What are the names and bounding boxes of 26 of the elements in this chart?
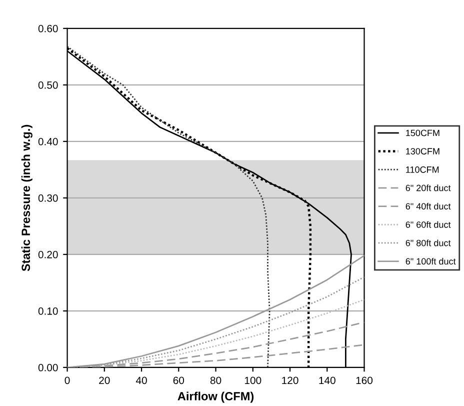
- x-tick-label: 0: [64, 376, 70, 384]
- y-tick-label: 0.40: [38, 138, 58, 146]
- y-tick-label: 0.50: [38, 81, 58, 89]
- x-tick-label: 80: [210, 376, 222, 384]
- x-tick-label: 140: [319, 376, 336, 384]
- y-tick-label: 0.10: [38, 307, 58, 315]
- x-tick-label: 120: [282, 376, 298, 384]
- legend-label: 6" 40ft duct: [406, 202, 451, 210]
- legend-label: 150CFM: [406, 130, 440, 136]
- x-tick-label: 60: [173, 376, 184, 384]
- x-tick-label: 160: [356, 376, 373, 384]
- y-tick-label: 0.00: [38, 364, 58, 372]
- legend-label: 6" 60ft duct: [406, 221, 451, 228]
- legend-label: 6" 80ft duct: [406, 240, 451, 246]
- y-tick-label: 0.30: [38, 194, 58, 202]
- legend-label: 110CFM: [406, 166, 439, 173]
- y-tick-label: 0.20: [38, 250, 58, 258]
- x-tick-label: 40: [136, 376, 147, 384]
- x-axis-title: Airflow (CFM): [178, 392, 254, 403]
- y-axis-title: Static Pressure (inch w.g.): [21, 124, 32, 272]
- legend-label: 6" 20ft duct: [406, 184, 451, 192]
- y-tick-label: 0.60: [38, 24, 58, 32]
- x-tick-label: 20: [99, 376, 110, 384]
- legend-label: 130CFM: [406, 148, 440, 154]
- x-tick-label: 100: [244, 376, 262, 384]
- legend-label: 6" 100ft duct: [406, 258, 456, 265]
